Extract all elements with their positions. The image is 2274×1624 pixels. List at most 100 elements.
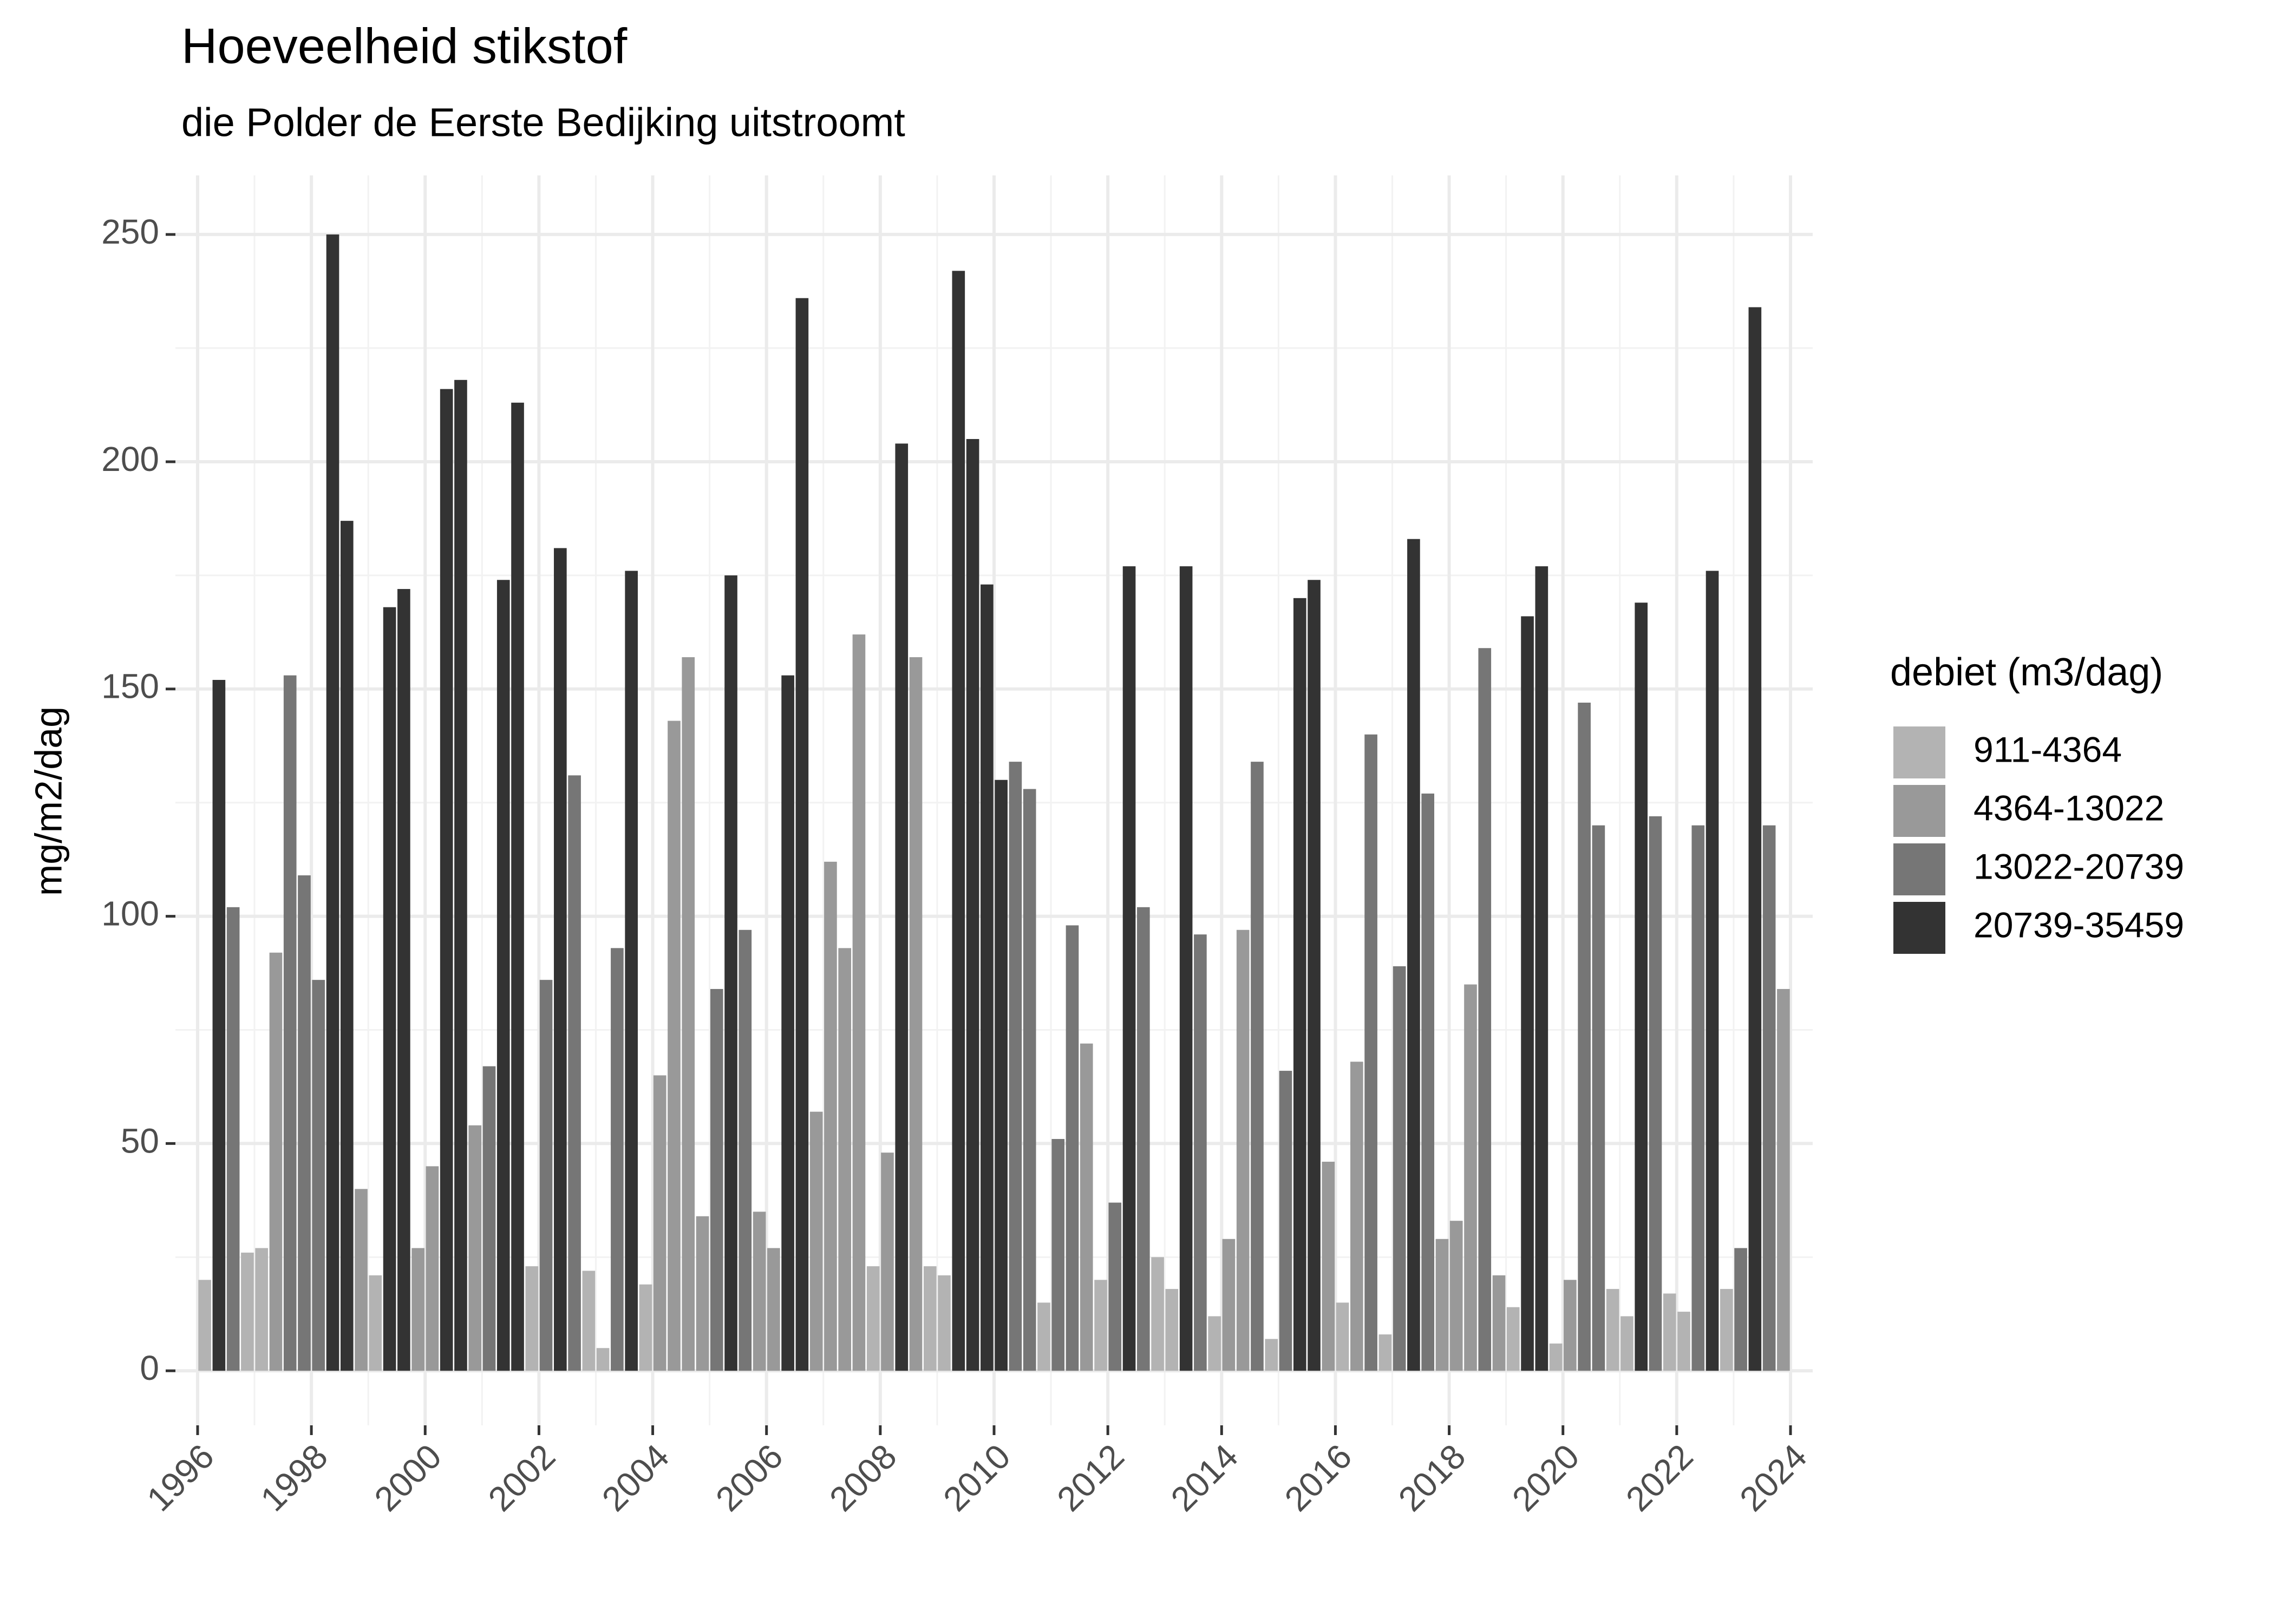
chart-title: Hoeveelheid stikstof bbox=[181, 18, 628, 74]
bar bbox=[326, 234, 339, 1371]
bar bbox=[1094, 1280, 1107, 1371]
bar bbox=[1449, 1221, 1463, 1371]
bar bbox=[1663, 1293, 1676, 1371]
legend-label: 20739-35459 bbox=[1974, 905, 2184, 945]
x-tick-label: 2018 bbox=[1391, 1437, 1473, 1519]
bar bbox=[212, 679, 226, 1371]
bar bbox=[753, 1212, 766, 1371]
bar bbox=[696, 1216, 709, 1371]
bar bbox=[724, 575, 737, 1371]
bar bbox=[1066, 925, 1079, 1371]
bar bbox=[611, 948, 624, 1371]
bar bbox=[653, 1075, 666, 1371]
bar bbox=[241, 1252, 254, 1371]
bar bbox=[1009, 762, 1022, 1371]
bar bbox=[1350, 1062, 1363, 1371]
bar bbox=[582, 1271, 596, 1371]
bar bbox=[1336, 1302, 1349, 1371]
bar bbox=[1649, 816, 1662, 1371]
legend-title: debiet (m3/dag) bbox=[1890, 651, 2163, 694]
bar bbox=[995, 780, 1008, 1371]
bar bbox=[710, 988, 723, 1371]
bar bbox=[1592, 825, 1605, 1371]
bar bbox=[1506, 1307, 1520, 1371]
bar bbox=[198, 1280, 211, 1371]
x-tick-label: 2020 bbox=[1505, 1437, 1587, 1519]
bar bbox=[1251, 762, 1264, 1371]
bar bbox=[1777, 988, 1790, 1371]
bar bbox=[482, 1066, 496, 1371]
bar bbox=[397, 589, 410, 1371]
y-tick-label: 0 bbox=[140, 1348, 159, 1387]
bar bbox=[1364, 734, 1377, 1371]
bar bbox=[1122, 566, 1136, 1371]
bar bbox=[1080, 1043, 1093, 1371]
bar bbox=[1023, 789, 1036, 1371]
bar bbox=[1222, 1239, 1236, 1371]
bar bbox=[1748, 307, 1762, 1371]
bar bbox=[1677, 1312, 1690, 1371]
x-tick-label: 2014 bbox=[1164, 1437, 1246, 1519]
bar bbox=[1564, 1280, 1577, 1371]
bar bbox=[440, 389, 453, 1371]
bar bbox=[454, 379, 467, 1371]
bar bbox=[340, 521, 354, 1371]
bar bbox=[553, 548, 567, 1371]
x-tick-label: 2024 bbox=[1732, 1437, 1814, 1519]
bar bbox=[824, 861, 837, 1371]
legend-key bbox=[1893, 785, 1945, 837]
chart-subtitle: die Polder de Eerste Bedijking uitstroom… bbox=[181, 100, 905, 145]
bar bbox=[269, 952, 283, 1371]
bar bbox=[1535, 566, 1548, 1371]
bar bbox=[1108, 1202, 1122, 1371]
x-tick-label: 2016 bbox=[1277, 1437, 1360, 1519]
y-tick-label: 150 bbox=[101, 667, 159, 706]
x-tick-label: 2006 bbox=[708, 1437, 790, 1519]
bar bbox=[625, 571, 638, 1371]
bar bbox=[639, 1284, 652, 1371]
bar bbox=[1549, 1343, 1563, 1371]
legend-label: 4364-13022 bbox=[1974, 788, 2164, 828]
bar bbox=[1279, 1071, 1292, 1371]
bar bbox=[739, 929, 752, 1371]
bar bbox=[838, 948, 852, 1371]
bar bbox=[255, 1248, 269, 1371]
bar bbox=[1378, 1334, 1392, 1371]
x-tick-label: 2008 bbox=[822, 1437, 904, 1519]
bar bbox=[809, 1111, 823, 1371]
bar bbox=[1691, 825, 1705, 1371]
bar bbox=[1208, 1316, 1221, 1371]
bar bbox=[1051, 1139, 1065, 1371]
bar bbox=[383, 607, 396, 1371]
bar bbox=[426, 1166, 439, 1371]
bar bbox=[1308, 580, 1321, 1371]
bar bbox=[369, 1275, 382, 1371]
bar bbox=[1734, 1248, 1747, 1371]
y-tick-label: 200 bbox=[101, 440, 159, 479]
bar bbox=[596, 1348, 610, 1371]
bar bbox=[298, 875, 311, 1371]
bar bbox=[938, 1275, 951, 1371]
bar bbox=[1635, 603, 1648, 1371]
bar bbox=[1464, 984, 1477, 1371]
x-tick-label: 2004 bbox=[594, 1437, 677, 1519]
x-tick-label: 2022 bbox=[1618, 1437, 1701, 1519]
y-tick-label: 100 bbox=[101, 894, 159, 933]
bar bbox=[1236, 929, 1250, 1371]
bar bbox=[668, 721, 681, 1371]
bar bbox=[952, 271, 965, 1371]
bar bbox=[1165, 1289, 1179, 1371]
bar bbox=[312, 980, 325, 1371]
bar bbox=[411, 1248, 424, 1371]
bar bbox=[966, 438, 979, 1371]
bar bbox=[767, 1248, 780, 1371]
bar bbox=[525, 1266, 539, 1371]
legend-key bbox=[1893, 843, 1945, 895]
bar bbox=[866, 1266, 880, 1371]
bar bbox=[852, 634, 866, 1371]
bar bbox=[1393, 966, 1406, 1371]
bar bbox=[1720, 1289, 1733, 1371]
bar bbox=[355, 1189, 368, 1371]
bar bbox=[781, 675, 794, 1371]
